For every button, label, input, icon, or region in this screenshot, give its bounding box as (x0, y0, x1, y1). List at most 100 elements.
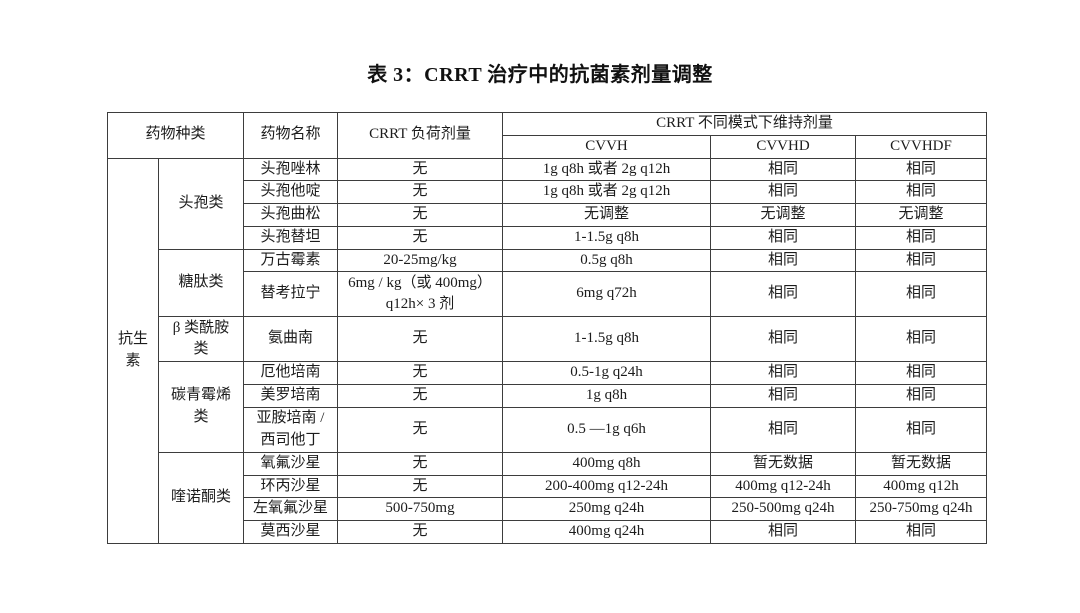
group-cell: 头孢类 (158, 157, 244, 250)
cvvhdf-dose-cell: 相同 (855, 316, 987, 363)
header-drug-class: 药物种类 (107, 112, 244, 159)
cvvhd-dose-cell: 相同 (710, 361, 856, 385)
loading-dose-cell: 无 (337, 316, 503, 363)
loading-dose-cell: 20-25mg/kg (337, 248, 503, 273)
group-cell: 喹诺酮类 (158, 451, 244, 544)
cvvhd-dose-cell: 无调整 (710, 203, 856, 227)
cvvhdf-dose-cell: 相同 (855, 384, 987, 408)
cvvhd-dose-cell: 相同 (710, 316, 856, 363)
drug-name-cell: 莫西沙星 (243, 520, 338, 544)
cvvhd-dose-cell: 相同 (710, 271, 856, 318)
cvvhd-dose-cell: 相同 (710, 180, 856, 204)
drug-name-cell: 氨曲南 (243, 316, 338, 363)
cvvh-dose-cell: 1-1.5g q8h (502, 316, 711, 363)
cvvh-dose-cell: 0.5g q8h (502, 248, 711, 273)
table-row: 左氧氟沙星 500-750mg 250mg q24h 250-500mg q24h 25… (108, 497, 987, 521)
cvvhdf-dose-cell: 暂无数据 (855, 451, 987, 476)
loading-dose-cell: 500-750mg (337, 497, 503, 521)
cvvhdf-dose-cell: 相同 (855, 225, 987, 250)
table-row: 头孢他啶无 1g q8h 或者 2g q12h 相同 相同 (108, 180, 987, 204)
cvvhdf-dose-cell: 相同 (855, 248, 987, 273)
cvvhdf-dose-cell: 相同 (855, 361, 987, 385)
header-row-1: 药物种类 药物名称 CRRT 负荷剂量 CRRT 不同模式下维持剂量 (107, 112, 987, 159)
cvvh-dose-cell: 400mg q8h (502, 451, 711, 476)
loading-dose-cell: 无 (337, 225, 503, 250)
header-loading-dose: CRRT 负荷剂量 (337, 112, 503, 159)
table-row: 抗生 素头孢类 头孢唑林无 1g q8h 或者 2g q12h 相同 相同 (107, 157, 987, 544)
cvvhd-dose-cell: 相同 (710, 225, 856, 250)
table-row: 糖肽类 万古霉素 20-25mg/kg 0.5g q8h 相同 相同 (108, 248, 987, 318)
cvvhd-dose-cell: 400mg q12-24h (710, 474, 856, 499)
crrt-dose-table: 药物种类 药物名称 CRRT 负荷剂量 CRRT 不同模式下维持剂量 CVVH … (107, 112, 987, 544)
cvvhdf-dose-cell: 相同 (855, 180, 987, 204)
loading-dose-cell: 无 (337, 520, 503, 544)
drug-name-cell: 厄他培南 (243, 361, 338, 385)
cvvh-dose-cell: 无调整 (502, 203, 711, 227)
loading-dose-cell: 无 (337, 406, 503, 453)
header-maintenance: CRRT 不同模式下维持剂量 (502, 112, 987, 136)
header-mode-cvvh: CVVH (502, 134, 711, 159)
table-row: 亚胺培南 / 西司他丁无 0.5 —1g q6h 相同 相同 (108, 406, 987, 453)
cvvhdf-dose-cell: 相同 (855, 157, 987, 182)
cvvhdf-dose-cell: 250-750mg q24h (855, 497, 987, 521)
cvvhd-dose-cell: 相同 (710, 384, 856, 408)
table-row: 莫西沙星无 400mg q24h 相同 相同 (108, 520, 987, 544)
cvvh-dose-cell: 1g q8h 或者 2g q12h (502, 157, 711, 182)
drug-name-cell: 替考拉宁 (243, 271, 338, 318)
cvvhd-dose-cell: 250-500mg q24h (710, 497, 856, 521)
category-cell: 抗生 素 (107, 157, 159, 544)
table-row: 头孢曲松无无调整 无调整 无调整 (108, 203, 987, 227)
cvvh-dose-cell: 6mg q72h (502, 271, 711, 318)
drug-name-cell: 美罗培南 (243, 384, 338, 408)
table-row: 美罗培南无 1g q8h 相同 相同 (108, 384, 987, 408)
loading-dose-cell: 无 (337, 384, 503, 408)
cvvh-dose-cell: 1-1.5g q8h (502, 225, 711, 250)
cvvh-dose-cell: 0.5 —1g q6h (502, 406, 711, 453)
group-cell: β 类酰胺 类 (158, 316, 244, 363)
table-row: 头孢替坦无 1-1.5g q8h 相同 相同 (108, 225, 987, 250)
loading-dose-cell: 无 (337, 157, 503, 182)
table-row: β 类酰胺 类氨曲南无 1-1.5g q8h 相同 相同 (108, 316, 987, 363)
header-mode-cvvhdf: CVVHDF (855, 134, 987, 159)
drug-name-cell: 万古霉素 (243, 248, 338, 273)
drug-name-cell: 环丙沙星 (243, 474, 338, 499)
cvvh-dose-cell: 0.5-1g q24h (502, 361, 711, 385)
cvvhd-dose-cell: 相同 (710, 520, 856, 544)
table-title: 表 3：CRRT 治疗中的抗菌素剂量调整 (367, 64, 713, 86)
cvvhdf-dose-cell: 无调整 (855, 203, 987, 227)
cvvh-dose-cell: 1g q8h 或者 2g q12h (502, 180, 711, 204)
drug-name-cell: 氧氟沙星 (243, 451, 338, 476)
drug-name-cell: 头孢他啶 (243, 180, 338, 204)
cvvh-dose-cell: 1g q8h (502, 384, 711, 408)
cvvhdf-dose-cell: 相同 (855, 520, 987, 544)
cvvhd-dose-cell: 相同 (710, 406, 856, 453)
loading-dose-cell: 无 (337, 361, 503, 385)
loading-dose-cell: 无 (337, 451, 503, 476)
group-cell: 碳青霉烯 类 (158, 361, 244, 453)
cvvh-dose-cell: 250mg q24h (502, 497, 711, 521)
loading-dose-cell: 6mg / kg（或 400mg） q12h× 3 剂 (337, 271, 503, 318)
drug-name-cell: 头孢唑林 (243, 157, 338, 182)
cvvhd-dose-cell: 相同 (710, 157, 856, 182)
table-row: 喹诺酮类 氧氟沙星无 400mg q8h 暂无数据 暂无数据 (108, 451, 987, 544)
loading-dose-cell: 无 (337, 180, 503, 204)
cvvhd-dose-cell: 相同 (710, 248, 856, 273)
table-body: 药物种类 药物名称 CRRT 负荷剂量 CRRT 不同模式下维持剂量 CVVH … (107, 112, 987, 544)
drug-name-cell: 头孢替坦 (243, 225, 338, 250)
cvvhdf-dose-cell: 400mg q12h (855, 474, 987, 499)
drug-name-cell: 左氧氟沙星 (243, 497, 338, 521)
cvvhd-dose-cell: 暂无数据 (710, 451, 856, 476)
table-row: 环丙沙星无 200-400mg q12-24h 400mg q12-24h 400mg… (108, 474, 987, 499)
drug-name-cell: 头孢曲松 (243, 203, 338, 227)
table-row: 碳青霉烯 类厄他培南无 0.5-1g q24h 相同 相同 (108, 361, 987, 453)
cvvh-dose-cell: 200-400mg q12-24h (502, 474, 711, 499)
loading-dose-cell: 无 (337, 474, 503, 499)
drug-name-cell: 亚胺培南 / 西司他丁 (243, 406, 338, 453)
header-drug-name: 药物名称 (243, 112, 338, 159)
loading-dose-cell: 无 (337, 203, 503, 227)
cvvhdf-dose-cell: 相同 (855, 406, 987, 453)
group-cell: 糖肽类 (158, 248, 244, 318)
cvvh-dose-cell: 400mg q24h (502, 520, 711, 544)
table-row: 替考拉宁 6mg / kg（或 400mg） q12h× 3 剂 6mg q72h 相… (108, 271, 987, 318)
